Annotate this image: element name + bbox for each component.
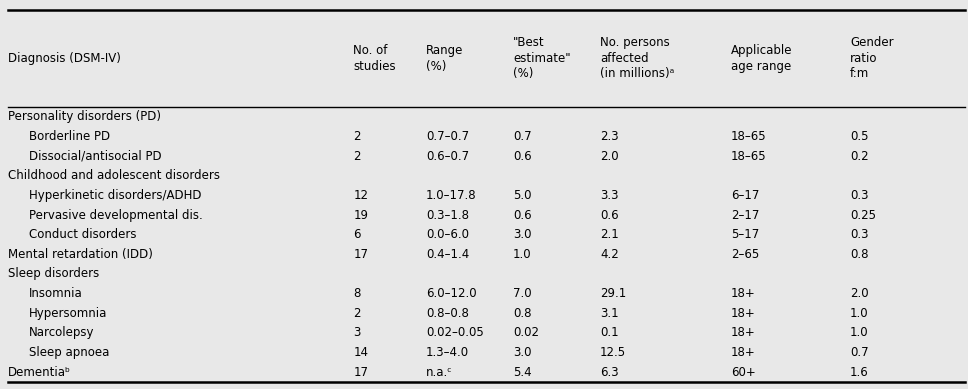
Text: 0.7–0.7: 0.7–0.7 xyxy=(426,130,469,143)
Text: Sleep apnoea: Sleep apnoea xyxy=(29,346,109,359)
Text: 18+: 18+ xyxy=(731,307,756,320)
Text: 12.5: 12.5 xyxy=(600,346,626,359)
Text: 5–17: 5–17 xyxy=(731,228,759,241)
Text: 2.1: 2.1 xyxy=(600,228,619,241)
Text: 0.8–0.8: 0.8–0.8 xyxy=(426,307,469,320)
Text: 0.7: 0.7 xyxy=(513,130,531,143)
Text: 2–65: 2–65 xyxy=(731,248,759,261)
Text: 2: 2 xyxy=(353,307,361,320)
Text: 0.8: 0.8 xyxy=(850,248,868,261)
Text: 6.3: 6.3 xyxy=(600,366,619,378)
Text: 2.0: 2.0 xyxy=(850,287,868,300)
Text: 0.5: 0.5 xyxy=(850,130,868,143)
Text: 1.6: 1.6 xyxy=(850,366,868,378)
Text: 6–17: 6–17 xyxy=(731,189,759,202)
Text: Dementiaᵇ: Dementiaᵇ xyxy=(8,366,71,378)
Text: 0.25: 0.25 xyxy=(850,209,876,221)
Text: 2: 2 xyxy=(353,130,361,143)
Text: 60+: 60+ xyxy=(731,366,756,378)
Text: 8: 8 xyxy=(353,287,361,300)
Text: 3.1: 3.1 xyxy=(600,307,619,320)
Text: 1.0: 1.0 xyxy=(850,307,868,320)
Text: 4.2: 4.2 xyxy=(600,248,619,261)
Text: 18+: 18+ xyxy=(731,326,756,339)
Text: 0.6–0.7: 0.6–0.7 xyxy=(426,150,469,163)
Text: 29.1: 29.1 xyxy=(600,287,626,300)
Text: 0.7: 0.7 xyxy=(850,346,868,359)
Text: Hyperkinetic disorders/ADHD: Hyperkinetic disorders/ADHD xyxy=(29,189,201,202)
Text: 0.8: 0.8 xyxy=(513,307,531,320)
Text: 1.0: 1.0 xyxy=(513,248,531,261)
Text: 0.1: 0.1 xyxy=(600,326,619,339)
Text: Applicable
age range: Applicable age range xyxy=(731,44,793,73)
Text: 12: 12 xyxy=(353,189,368,202)
Text: Gender
ratio
f:m: Gender ratio f:m xyxy=(850,36,893,81)
Text: 0.3: 0.3 xyxy=(850,228,868,241)
Text: 5.0: 5.0 xyxy=(513,189,531,202)
Text: Range
(%): Range (%) xyxy=(426,44,464,73)
Text: Hypersomnia: Hypersomnia xyxy=(29,307,107,320)
Text: 0.02: 0.02 xyxy=(513,326,539,339)
Text: 0.6: 0.6 xyxy=(513,150,531,163)
Text: 18+: 18+ xyxy=(731,346,756,359)
Text: Mental retardation (IDD): Mental retardation (IDD) xyxy=(8,248,153,261)
Text: 0.4–1.4: 0.4–1.4 xyxy=(426,248,469,261)
Text: 18+: 18+ xyxy=(731,287,756,300)
Text: Narcolepsy: Narcolepsy xyxy=(29,326,95,339)
Text: n.a.ᶜ: n.a.ᶜ xyxy=(426,366,453,378)
Text: No. of
studies: No. of studies xyxy=(353,44,396,73)
Text: No. persons
affected
(in millions)ᵃ: No. persons affected (in millions)ᵃ xyxy=(600,36,675,81)
Text: 18–65: 18–65 xyxy=(731,130,767,143)
Text: 17: 17 xyxy=(353,248,368,261)
Text: 0.3–1.8: 0.3–1.8 xyxy=(426,209,469,221)
Text: 2.3: 2.3 xyxy=(600,130,619,143)
Text: Diagnosis (DSM-IV): Diagnosis (DSM-IV) xyxy=(8,52,121,65)
Text: 17: 17 xyxy=(353,366,368,378)
Text: Conduct disorders: Conduct disorders xyxy=(29,228,136,241)
Text: "Best
estimate"
(%): "Best estimate" (%) xyxy=(513,36,571,81)
Text: 1.0: 1.0 xyxy=(850,326,868,339)
Text: 14: 14 xyxy=(353,346,368,359)
Text: 3.0: 3.0 xyxy=(513,228,531,241)
Text: 5.4: 5.4 xyxy=(513,366,531,378)
Text: 0.6: 0.6 xyxy=(600,209,619,221)
Text: 3: 3 xyxy=(353,326,361,339)
Text: 2: 2 xyxy=(353,150,361,163)
Text: 0.0–6.0: 0.0–6.0 xyxy=(426,228,469,241)
Text: 1.3–4.0: 1.3–4.0 xyxy=(426,346,469,359)
Text: 0.6: 0.6 xyxy=(513,209,531,221)
Text: 1.0–17.8: 1.0–17.8 xyxy=(426,189,476,202)
Text: Personality disorders (PD): Personality disorders (PD) xyxy=(8,110,161,123)
Text: 2–17: 2–17 xyxy=(731,209,759,221)
Text: Borderline PD: Borderline PD xyxy=(29,130,110,143)
Text: 0.02–0.05: 0.02–0.05 xyxy=(426,326,484,339)
Text: 6.0–12.0: 6.0–12.0 xyxy=(426,287,476,300)
Text: Childhood and adolescent disorders: Childhood and adolescent disorders xyxy=(8,169,220,182)
Text: 2.0: 2.0 xyxy=(600,150,619,163)
Text: 0.2: 0.2 xyxy=(850,150,868,163)
Text: Pervasive developmental dis.: Pervasive developmental dis. xyxy=(29,209,202,221)
Text: 0.3: 0.3 xyxy=(850,189,868,202)
Text: 3.3: 3.3 xyxy=(600,189,619,202)
Text: 6: 6 xyxy=(353,228,361,241)
Text: 18–65: 18–65 xyxy=(731,150,767,163)
Text: Dissocial/antisocial PD: Dissocial/antisocial PD xyxy=(29,150,162,163)
Text: Sleep disorders: Sleep disorders xyxy=(8,268,99,280)
Text: 19: 19 xyxy=(353,209,368,221)
Text: 3.0: 3.0 xyxy=(513,346,531,359)
Text: Insomnia: Insomnia xyxy=(29,287,83,300)
Text: 7.0: 7.0 xyxy=(513,287,531,300)
